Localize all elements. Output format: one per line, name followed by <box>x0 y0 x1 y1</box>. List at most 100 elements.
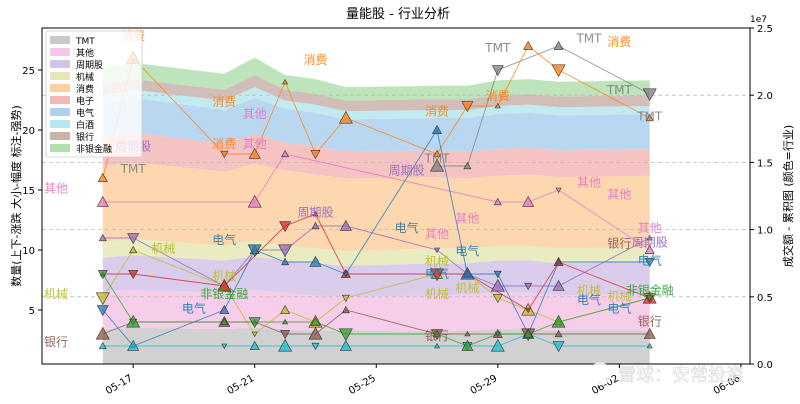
annotation-layer: 消费消费其他消费周期股消费其他TMT其他周期股电气机械机械非银金融电气机械银行消… <box>44 29 674 349</box>
count-marker-消费 <box>461 101 474 113</box>
count-marker-白酒 <box>249 340 260 350</box>
count-marker-白酒 <box>311 342 320 351</box>
count-marker-电气 <box>309 255 322 267</box>
legend-label: 周期股 <box>76 60 103 71</box>
annotation-label: 其他 <box>425 227 449 241</box>
count-marker-白酒 <box>339 339 352 351</box>
count-marker-电子 <box>312 210 319 217</box>
legend-label: 白酒 <box>76 119 94 131</box>
count-marker-消费 <box>310 150 321 160</box>
count-marker-银行 <box>95 326 110 340</box>
count-marker-白酒 <box>490 338 505 352</box>
annotation-label: 其他 <box>243 107 267 121</box>
count-marker-TMT <box>430 158 445 172</box>
right-tick-label: 2.5 <box>757 24 773 35</box>
annotation-label: 电气 <box>455 243 479 258</box>
annotation-label: 电气 <box>395 220 419 235</box>
right-axis-exponent: 1e7 <box>750 15 767 25</box>
count-marker-银行 <box>464 330 471 337</box>
count-marker-其他 <box>281 149 290 158</box>
count-marker-电气 <box>644 258 655 268</box>
count-marker-电子 <box>525 307 532 314</box>
annotation-label: 机械 <box>212 268 236 283</box>
count-marker-非银金融 <box>523 328 534 338</box>
count-marker-白酒 <box>646 342 653 349</box>
count-marker-TMT <box>491 65 504 77</box>
annotation-label: TMT <box>484 41 511 55</box>
left-tick-label: 10 <box>22 246 35 257</box>
count-marker-周期股 <box>127 233 140 245</box>
count-marker-白酒 <box>127 339 140 351</box>
legend-label: 消费 <box>76 83 94 95</box>
count-marker-周期股 <box>552 279 565 291</box>
count-marker-其他 <box>247 194 262 208</box>
left-tick-label: 15 <box>22 186 35 197</box>
count-marker-电子 <box>279 221 292 233</box>
legend-swatch <box>50 36 70 44</box>
right-tick-label: 2.0 <box>757 91 773 102</box>
annotation-label: TMT <box>575 31 602 45</box>
annotation-label: 非银金融 <box>200 286 248 301</box>
annotation-label: 消费 <box>303 53 327 67</box>
count-marker-非银金融 <box>282 318 289 325</box>
annotation-label: 机械 <box>455 280 479 295</box>
annotation-label: 电气 <box>607 300 631 315</box>
watermark-text: 雪球：安常投资 <box>618 365 744 386</box>
legend-swatch <box>50 108 70 116</box>
legend-swatch <box>50 60 70 68</box>
annotation-label: 电气 <box>212 232 236 247</box>
legend-label: 电子 <box>76 95 94 107</box>
right-tick-label: 0.0 <box>757 360 773 371</box>
count-marker-非银金融 <box>551 314 566 328</box>
annotation-label: TMT <box>606 83 633 97</box>
annotation-label: 机械 <box>577 282 601 297</box>
legend-label: 银行 <box>76 131 94 143</box>
count-marker-非银金融 <box>494 331 501 338</box>
count-marker-电气 <box>432 124 443 134</box>
left-axis-label: 数量(上下-涨跌 大小-幅度 标注-强势) <box>9 105 23 286</box>
count-marker-机械 <box>280 304 291 314</box>
annotation-label: 银行 <box>425 329 449 343</box>
watermark: 雪球：安常投资 <box>588 362 744 386</box>
count-marker-白酒 <box>434 342 441 349</box>
annotation-label: TMT <box>636 109 663 123</box>
area-非银金融 <box>102 57 650 101</box>
count-marker-机械 <box>95 292 110 306</box>
count-marker-其他 <box>493 197 502 206</box>
count-marker-其他 <box>644 244 655 254</box>
count-marker-电气 <box>493 270 502 279</box>
legend-label: 电气 <box>76 107 94 119</box>
count-marker-周期股 <box>98 233 107 242</box>
right-tick-label: 1.0 <box>757 226 773 237</box>
left-axis: 5 10 15 20 25 <box>22 66 42 317</box>
legend-swatch <box>50 132 70 140</box>
count-marker-银行 <box>643 327 656 339</box>
legend-label: 其他 <box>76 47 94 59</box>
count-marker-非银金融 <box>338 328 353 342</box>
count-marker-周期股 <box>339 219 352 231</box>
annotation-label: 周期股 <box>389 163 425 177</box>
count-marker-消费 <box>523 40 534 50</box>
legend-swatch <box>50 96 70 104</box>
area-银行 <box>102 75 650 112</box>
right-axis: 0.0 0.5 1.0 1.5 2.0 2.5 <box>750 24 773 371</box>
count-marker-白酒 <box>98 341 107 350</box>
count-marker-消费 <box>551 64 566 78</box>
count-marker-电子 <box>430 268 445 282</box>
area-消费 <box>102 162 650 252</box>
count-marker-周期股 <box>278 244 293 258</box>
count-marker-白酒 <box>552 341 565 353</box>
count-marker-TMT <box>642 88 657 102</box>
count-marker-电气 <box>281 257 290 266</box>
annotation-label: 机械 <box>607 288 631 303</box>
count-marker-电气 <box>342 271 349 278</box>
legend-swatch <box>50 120 70 128</box>
annotation-label: 机械 <box>44 286 68 301</box>
right-axis-label: 成交额 - 累积图 (颜色=行业) <box>781 125 795 267</box>
annotation-label: 其他 <box>577 175 601 189</box>
count-marker-周期股 <box>311 221 320 230</box>
count-marker-非银金融 <box>461 339 474 351</box>
